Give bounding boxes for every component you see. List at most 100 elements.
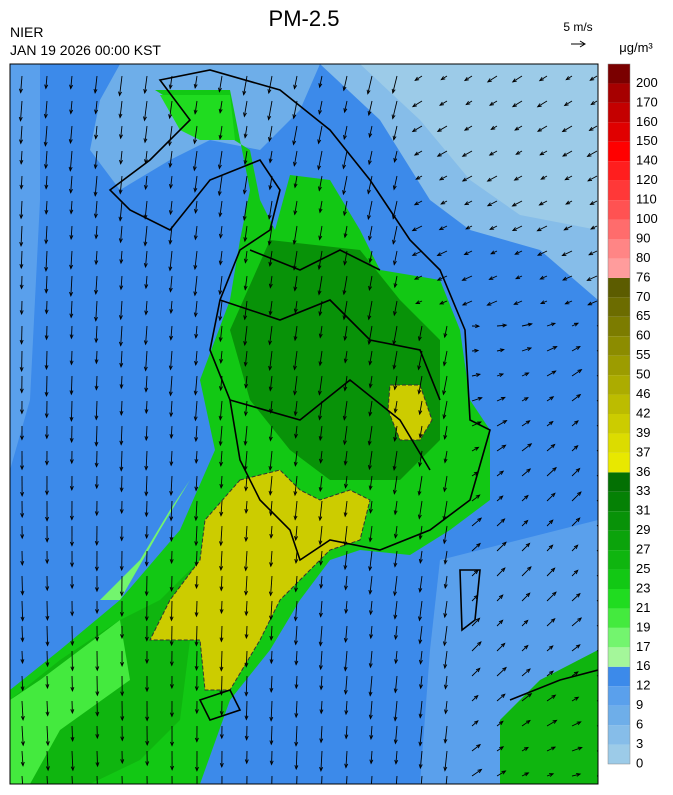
wind-arrow-head: [19, 214, 24, 220]
wind-arrow: [587, 275, 598, 281]
wind-arrow-head: [293, 365, 297, 371]
wind-arrow-head: [344, 710, 349, 716]
wind-arrow: [344, 225, 348, 238]
colorbar-label: 42: [636, 405, 650, 420]
wind-arrow-head: [68, 139, 73, 145]
wind-arrow: [345, 575, 348, 590]
wind-arrow-head: [366, 89, 371, 95]
wind-arrow: [521, 372, 529, 377]
wind-arrow-head: [268, 185, 273, 191]
wind-arrow: [294, 450, 298, 466]
colorbar-segment: [608, 433, 630, 453]
wind-arrow-head: [218, 290, 223, 296]
wind-arrow: [496, 470, 504, 477]
wind-arrow-head: [194, 541, 199, 547]
wind-arrow: [219, 325, 223, 342]
wind-arrow-head: [444, 709, 448, 715]
wind-arrow-head: [564, 176, 570, 181]
wind-arrow-head: [552, 466, 557, 472]
wind-arrow: [571, 593, 581, 602]
wind-arrow-head: [318, 665, 323, 671]
wind-arrow: [294, 475, 298, 496]
wind-arrow-head: [394, 759, 399, 765]
wind-arrow-head: [69, 209, 74, 215]
wind-arrow-head: [511, 227, 517, 232]
wind-arrow-head: [19, 435, 24, 441]
wind-arrow-head: [218, 108, 223, 114]
wind-arrow: [21, 650, 23, 664]
wind-arrow-head: [294, 713, 299, 719]
wind-arrow: [70, 225, 73, 239]
wind-arrow-head: [45, 586, 50, 592]
wind-arrow-head: [243, 285, 248, 291]
wind-arrow: [539, 75, 548, 81]
wind-arrow: [419, 575, 423, 592]
wind-arrow-head: [95, 691, 100, 697]
wind-arrow-head: [93, 88, 98, 94]
wind-arrow-head: [45, 615, 50, 621]
wind-arrow-head: [561, 252, 567, 257]
wind-arrow-head: [93, 164, 98, 170]
wind-arrow: [395, 775, 398, 784]
wind-arrow-head: [393, 614, 398, 620]
wind-arrow: [345, 725, 348, 739]
wind-arrow-head: [293, 210, 298, 216]
wind-arrow-head: [95, 762, 100, 768]
wind-arrow: [571, 773, 581, 777]
wind-arrow-head: [144, 387, 149, 393]
wind-arrow-head: [539, 275, 545, 280]
wind-arrow-head: [70, 641, 75, 647]
wind-arrow: [571, 369, 582, 377]
wind-arrow: [444, 600, 448, 618]
wind-arrow: [45, 275, 48, 293]
wind-arrow: [571, 394, 581, 402]
wind-arrow-head: [473, 720, 479, 725]
wind-arrow-head: [540, 175, 546, 180]
wind-arrow: [546, 567, 555, 577]
colorbar-label: 110: [636, 192, 657, 207]
wind-arrow: [539, 200, 548, 206]
wind-arrow-head: [268, 466, 273, 472]
wind-arrow-head: [144, 591, 149, 597]
wind-arrow: [489, 225, 498, 230]
wind-arrow-head: [464, 201, 470, 206]
colorbar-label: 31: [636, 503, 650, 518]
colorbar-segment: [608, 355, 630, 376]
wind-arrow: [245, 550, 248, 571]
wind-arrow: [487, 75, 498, 83]
wind-arrow: [145, 275, 148, 289]
wind-arrow-head: [548, 420, 554, 426]
wind-arrow-head: [143, 138, 148, 144]
wind-arrow-head: [562, 276, 568, 281]
wind-arrow-head: [268, 310, 273, 316]
wind-arrow: [295, 700, 298, 718]
wind-arrow-head: [168, 391, 173, 397]
wind-arrow-head: [170, 741, 174, 747]
wind-arrow: [296, 775, 298, 784]
wind-arrow: [321, 775, 323, 784]
wind-arrow: [369, 475, 373, 490]
wind-arrow-head: [19, 388, 24, 394]
wind-arrow: [270, 600, 273, 620]
wind-arrow-head: [243, 341, 248, 347]
wind-arrow: [342, 175, 348, 195]
wind-arrow-head: [244, 759, 249, 765]
wind-arrow: [521, 468, 531, 477]
wind-arrow: [244, 300, 248, 320]
colorbar-label: 6: [636, 717, 643, 732]
wind-arrow-head: [411, 103, 417, 108]
wind-arrow-head: [418, 410, 423, 416]
wind-arrow: [571, 570, 579, 577]
wind-arrow-head: [44, 434, 49, 440]
wind-arrow: [521, 620, 529, 627]
wind-arrow: [243, 75, 248, 95]
wind-arrow-head: [573, 322, 580, 327]
wind-arrow: [496, 518, 505, 527]
wind-arrow: [245, 625, 248, 639]
wind-arrow-head: [499, 470, 505, 475]
wind-arrow: [521, 645, 529, 652]
wind-arrow: [46, 375, 48, 396]
wind-arrow: [45, 350, 48, 369]
wind-arrow: [414, 75, 423, 81]
wind-arrow-head: [243, 315, 248, 321]
